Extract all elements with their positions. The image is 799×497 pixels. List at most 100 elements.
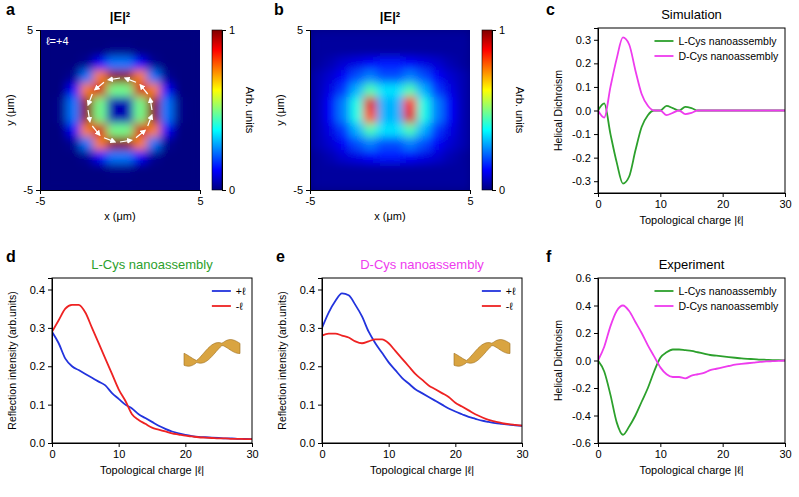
heat-cell [107, 30, 121, 44]
tick: 30 [779, 443, 791, 460]
plot-frame [598, 278, 785, 443]
tick: 0.2 [30, 360, 52, 372]
heat-cell [350, 30, 364, 44]
heat-cell [160, 123, 174, 137]
heat-cell [310, 97, 324, 111]
heat-cell [337, 123, 351, 137]
tick: 10 [113, 443, 125, 460]
tick-label: 0 [319, 448, 325, 460]
heat-cell [337, 163, 351, 177]
heat-cell [377, 123, 391, 137]
heat-cell [147, 163, 161, 177]
heat-cell [363, 150, 377, 164]
heat-cell [337, 83, 351, 97]
field-arrow [96, 82, 104, 88]
series-line [322, 334, 522, 426]
panel-letter: f [546, 248, 552, 265]
heat-cell [80, 150, 94, 164]
tick: 30 [779, 193, 791, 210]
plot-frame [598, 28, 785, 193]
heat-cell [40, 70, 54, 84]
heat-cell [67, 30, 81, 44]
tick: 0.1 [300, 399, 322, 411]
heat-cell [403, 30, 417, 44]
heat-cell [377, 83, 391, 97]
heat-cell [147, 83, 161, 97]
heat-cell [120, 43, 134, 57]
tick-label: 10 [655, 448, 667, 460]
heat-cell [160, 30, 174, 44]
heat-cell [323, 177, 337, 190]
heat-cell [120, 83, 134, 97]
tick-label: 10 [655, 198, 667, 210]
panel-letter: e [276, 248, 285, 265]
panel: ℓ=+4-55-55|E|²x (μm)y (μm)01Arb. units [4, 9, 256, 222]
heat-cell [430, 83, 444, 97]
tick: 0.2 [300, 360, 322, 372]
tick-mark [594, 388, 598, 389]
heat-cell [187, 70, 200, 84]
tick-label: 30 [246, 448, 258, 460]
heat-cell [430, 163, 444, 177]
tick: 0 [595, 193, 601, 210]
heat-cell [147, 150, 161, 164]
heat-cell [323, 123, 337, 137]
heat-cell [417, 83, 431, 97]
heat-cell [160, 70, 174, 84]
tick: 0 [492, 184, 505, 196]
heat-cell [67, 97, 81, 111]
heat-cell [390, 177, 404, 190]
tick: 0 [222, 184, 235, 196]
heat-cell [120, 177, 134, 190]
heat-cell [93, 43, 107, 57]
heat-cell [310, 57, 324, 71]
heat-cell [160, 163, 174, 177]
legend: L-Cys nanoassemblyD-Cys nanoassembly [654, 35, 779, 62]
heat-cell [187, 97, 200, 111]
tick-mark [492, 190, 496, 191]
colorbar-title: Arb. units [514, 87, 526, 134]
heat-cell [160, 57, 174, 71]
heat-cell [457, 123, 470, 137]
tick: -0.3 [572, 175, 598, 187]
heat-cell [350, 137, 364, 151]
heat-cell [443, 177, 457, 190]
tick-mark [492, 30, 496, 31]
legend-swatch [654, 290, 673, 292]
heat-cell [133, 123, 147, 137]
heat-cell [403, 57, 417, 71]
x-axis-title: Topological charge |ℓ| [100, 464, 204, 476]
tick-label: 30 [516, 448, 528, 460]
tick: 5 [297, 24, 310, 36]
legend-label: +ℓ [236, 285, 246, 297]
tick-mark [306, 190, 310, 191]
axis-bottom: 0102030 [49, 443, 258, 460]
heat-cell [323, 137, 337, 151]
tick: 0 [49, 443, 55, 460]
tick: 0.1 [576, 81, 598, 93]
axis-left: -0.6-0.4-0.20.00.20.40.6 [572, 272, 598, 449]
heat-cell [147, 57, 161, 71]
tick-label: -0.4 [572, 410, 591, 422]
heat-cell [363, 163, 377, 177]
tick-mark [48, 328, 52, 329]
tick-mark [785, 443, 786, 447]
heat-cell [160, 150, 174, 164]
x-axis-title: x (μm) [104, 210, 135, 222]
heat-cell [323, 163, 337, 177]
tick-mark [522, 443, 523, 447]
heat-cell [67, 163, 81, 177]
heat-cell [443, 57, 457, 71]
heat-cell [187, 123, 200, 137]
figure-svg: ℓ=+4-55-55|E|²x (μm)y (μm)01Arb. unitsa-… [0, 0, 799, 497]
tick-label: 5 [467, 195, 473, 207]
axis-line [323, 444, 523, 448]
heat-cell [417, 110, 431, 124]
heat-cell [107, 57, 121, 71]
tick-label: -0.2 [572, 152, 591, 164]
heat-cell [350, 123, 364, 137]
heat-cell [457, 97, 470, 111]
tick-label: 0.0 [576, 105, 591, 117]
heat-cell [457, 110, 470, 124]
chart-title: L-Cys nanoassembly [91, 257, 213, 272]
